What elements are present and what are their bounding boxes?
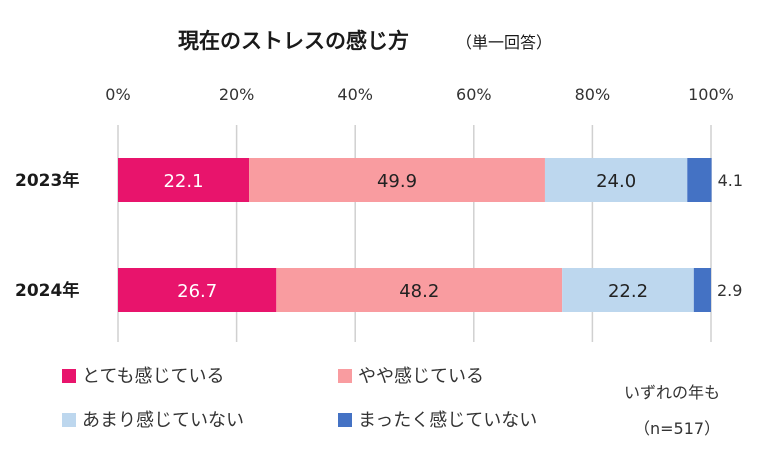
bar-segment xyxy=(687,158,712,202)
data-label: 22.2 xyxy=(608,281,648,302)
category-label: 2023年 xyxy=(15,170,79,191)
bar-segment xyxy=(276,268,563,312)
data-label: 22.1 xyxy=(163,171,203,192)
legend-label: あまり感じていない xyxy=(82,410,244,431)
bar-segment xyxy=(118,268,277,312)
category-labels: 2023年 2024年 xyxy=(15,170,79,301)
bar-segment xyxy=(562,268,694,312)
bar-segment xyxy=(118,158,250,202)
x-tick-label: 80% xyxy=(575,85,611,104)
legend-swatch xyxy=(338,413,352,427)
data-label: 24.0 xyxy=(596,171,636,192)
x-axis-ticks: 0% 20% 40% 60% 80% 100% xyxy=(105,85,734,104)
chart-title-main: 現在のストレスの感じ方 xyxy=(178,29,409,53)
data-label: 26.7 xyxy=(177,281,217,302)
x-tick-label: 0% xyxy=(105,85,130,104)
note-line: いずれの年も xyxy=(624,383,720,402)
category-label: 2024年 xyxy=(15,280,79,301)
chart-subtitle: （単一回答） xyxy=(456,33,552,52)
x-tick-label: 100% xyxy=(688,85,734,104)
bars: 22.1 49.9 24.0 4.1 26.7 48.2 22.2 2.9 xyxy=(118,158,743,312)
note-line: （n=517） xyxy=(634,419,720,438)
chart-title: 現在のストレスの感じ方 （単一回答） xyxy=(178,29,552,53)
legend-label: とても感じている xyxy=(82,366,225,387)
data-label: 49.9 xyxy=(377,171,417,192)
data-label: 4.1 xyxy=(718,171,743,190)
bar-segment xyxy=(693,268,711,312)
bar-segment xyxy=(249,158,545,202)
legend-swatch xyxy=(338,369,352,383)
legend-label: まったく感じていない xyxy=(358,410,537,431)
data-label: 2.9 xyxy=(717,281,742,300)
x-tick-label: 20% xyxy=(219,85,255,104)
data-label: 48.2 xyxy=(399,281,439,302)
bar-segment xyxy=(544,158,688,202)
x-tick-label: 60% xyxy=(456,85,492,104)
sample-note: いずれの年も （n=517） xyxy=(624,383,720,438)
x-tick-label: 40% xyxy=(337,85,373,104)
legend-label: やや感じている xyxy=(358,366,484,387)
legend-swatch xyxy=(62,413,76,427)
legend-swatch xyxy=(62,369,76,383)
